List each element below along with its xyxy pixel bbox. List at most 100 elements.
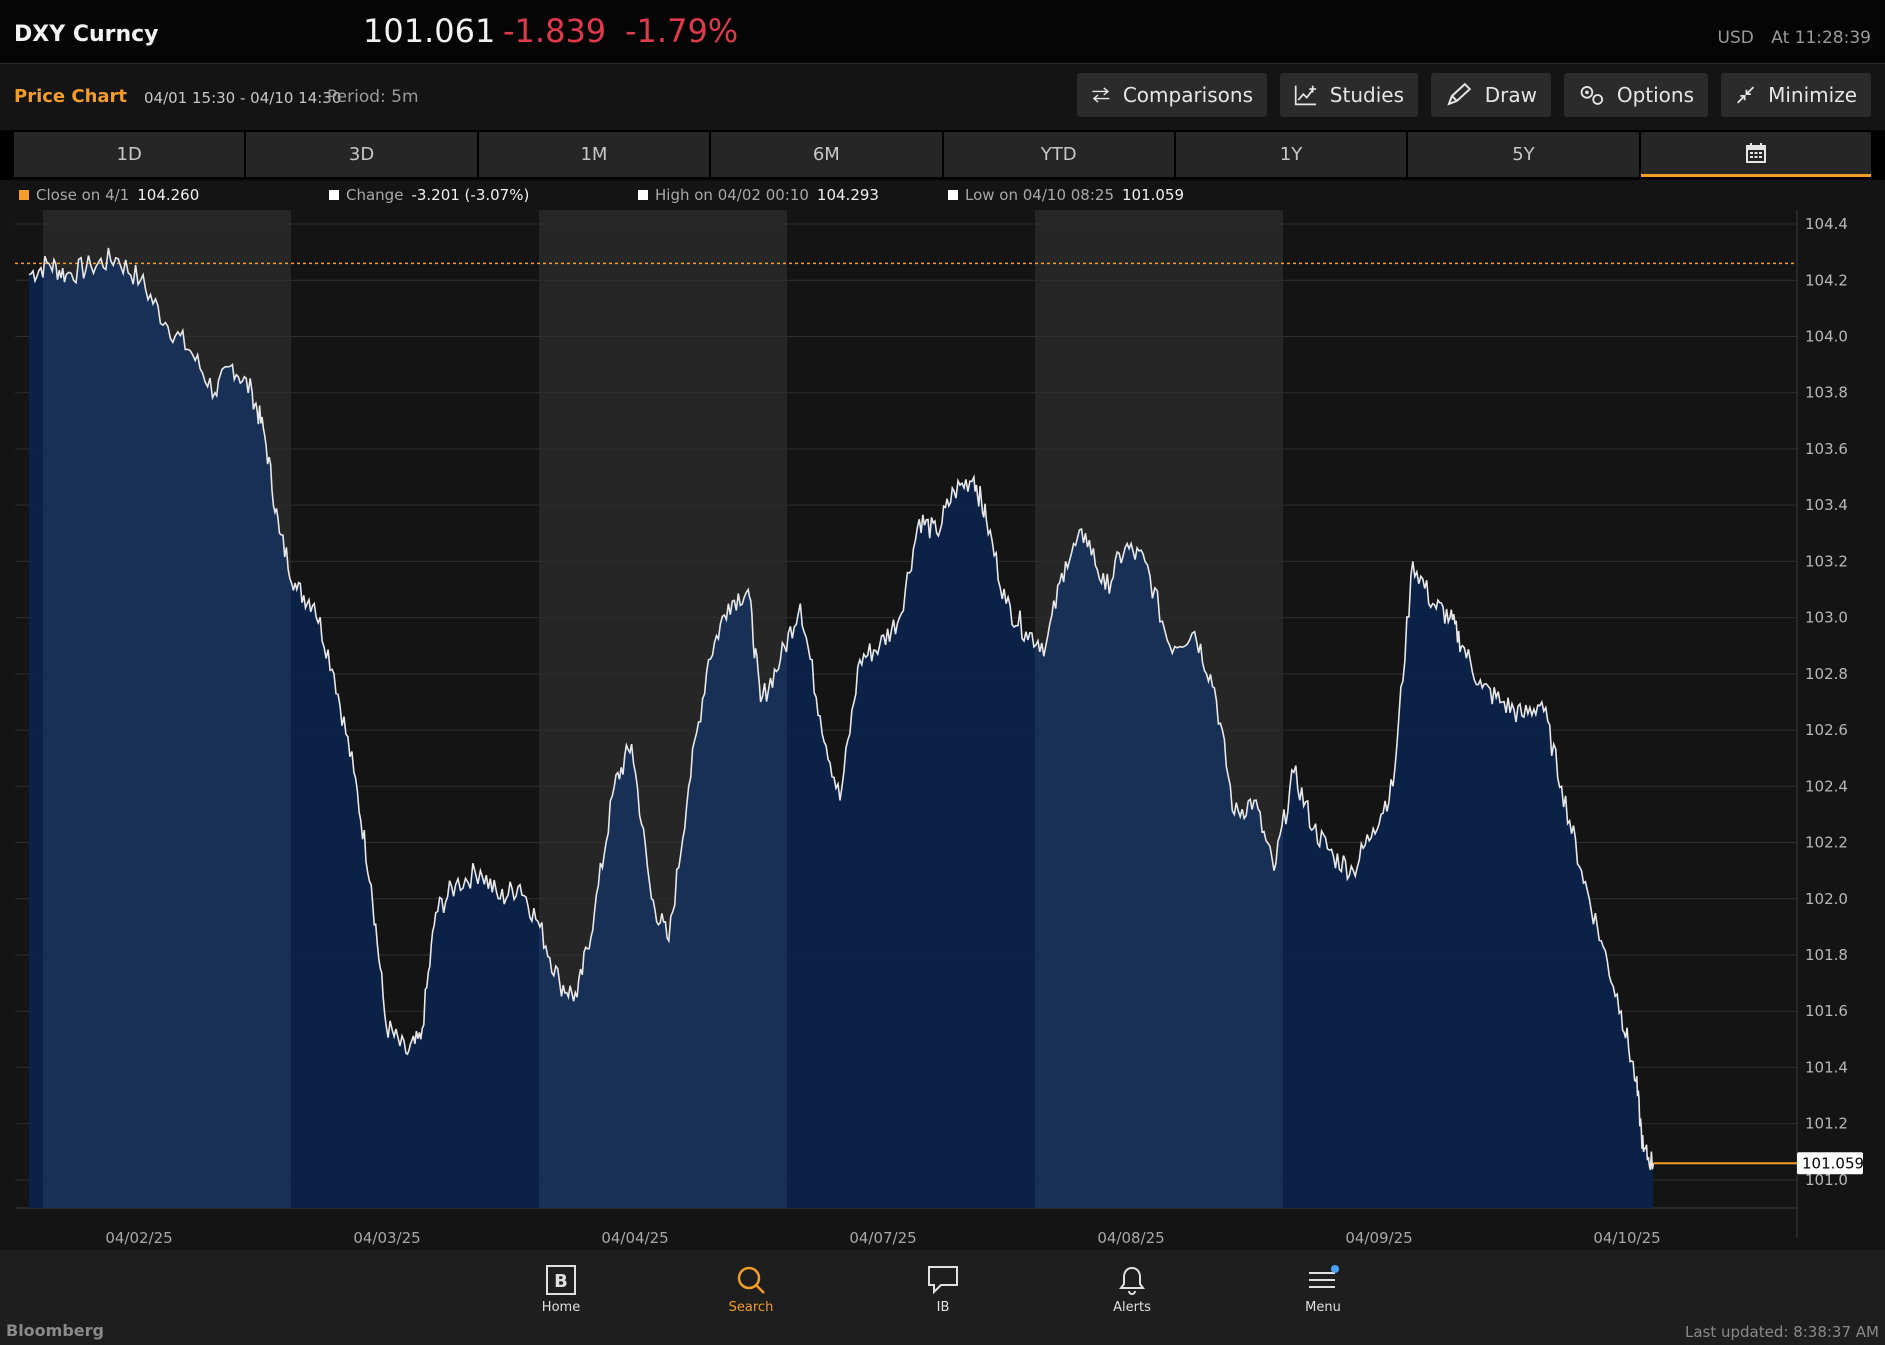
y-tick-label-8: 102.6	[1805, 721, 1848, 739]
nav-home-label: Home	[541, 1300, 581, 1315]
y-tick-label-11: 103.2	[1805, 552, 1848, 570]
y-tick-label-6: 102.2	[1805, 834, 1848, 852]
tab-ytd[interactable]: YTD	[943, 132, 1174, 177]
y-tick-label-14: 103.8	[1805, 384, 1848, 402]
comparisons-button[interactable]: Comparisons	[1077, 73, 1267, 117]
tab-custom-range[interactable]	[1640, 132, 1871, 177]
legend-change-label: Change	[346, 186, 404, 204]
y-tick-label-12: 103.4	[1805, 496, 1848, 514]
nav-alerts-label: Alerts	[1113, 1300, 1151, 1315]
studies-label: Studies	[1329, 83, 1404, 107]
timeframe-tabs: 1D 3D 1M 6M YTD 1Y 5Y	[14, 132, 1871, 177]
legend-close-swatch	[19, 190, 29, 200]
y-tick-label-13: 103.6	[1805, 440, 1848, 458]
currency-label: USD	[1717, 28, 1754, 48]
chart-legend: Close on 4/1 104.260 Change -3.201 (-3.0…	[0, 180, 1885, 210]
nav-search-label: Search	[728, 1300, 774, 1315]
tab-5y[interactable]: 5Y	[1408, 132, 1639, 177]
gears-icon	[1580, 86, 1604, 105]
legend-high-swatch	[638, 190, 648, 200]
nav-alerts[interactable]: Alerts	[1087, 1260, 1177, 1315]
legend-high-value: 104.293	[816, 186, 879, 204]
tab-6m[interactable]: 6M	[711, 132, 942, 177]
x-tick-label-1: 04/03/25	[353, 1229, 420, 1247]
nav-search[interactable]: Search	[706, 1260, 796, 1315]
y-tick-label-7: 102.4	[1805, 777, 1848, 795]
nav-menu[interactable]: Menu	[1278, 1260, 1368, 1315]
options-button[interactable]: Options	[1564, 73, 1708, 117]
search-icon	[737, 1266, 765, 1294]
x-axis: 04/02/25 04/03/25 04/04/25 04/07/25 04/08/25…	[105, 1229, 1660, 1247]
y-tick-label-10: 103.0	[1805, 609, 1848, 627]
y-tick-label-2: 101.4	[1805, 1058, 1848, 1076]
legend-change-swatch	[329, 190, 339, 200]
minimize-arrows-icon	[1737, 86, 1755, 104]
legend-change-value: -3.201 (-3.07%)	[411, 186, 530, 204]
y-tick-label-4: 101.8	[1805, 946, 1848, 964]
quote-header: DXY Curncy 101.061 -1.839 -1.79% USD At …	[0, 0, 1885, 64]
x-tick-label-5: 04/09/25	[1345, 1229, 1412, 1247]
y-tick-label-16: 104.2	[1805, 271, 1848, 289]
bloomberg-b-icon: B	[546, 1265, 576, 1295]
studies-button[interactable]: Studies	[1280, 73, 1418, 117]
nav-menu-label: Menu	[1305, 1300, 1341, 1315]
last-price-box-bg	[1797, 1152, 1863, 1175]
menu-icon	[1309, 1265, 1339, 1288]
legend-low-value: 101.059	[1121, 186, 1185, 204]
svg-text:B: B	[554, 1271, 568, 1292]
ticker-symbol: DXY Curncy	[14, 22, 159, 47]
y-tick-label-3: 101.6	[1805, 1002, 1848, 1020]
quote-time: At 11:28:39	[1771, 28, 1871, 48]
x-tick-label-2: 04/04/25	[601, 1229, 668, 1247]
legend-high: High on 04/02 00:10 104.293	[638, 186, 879, 204]
nav-home[interactable]: B Home	[516, 1260, 606, 1315]
options-label: Options	[1616, 83, 1694, 107]
tab-3d[interactable]: 3D	[246, 132, 477, 177]
comparisons-label: Comparisons	[1122, 83, 1253, 107]
tab-1d[interactable]: 1D	[14, 132, 245, 177]
legend-change: Change -3.201 (-3.07%)	[329, 186, 529, 204]
last-price: 101.061	[363, 12, 496, 50]
y-axis: 101.0 101.2 101.4 101.6 101.8 102.0 102.2 102.4…	[1805, 215, 1848, 1189]
x-tick-label-6: 04/10/25	[1593, 1229, 1660, 1247]
pencil-icon	[1447, 82, 1472, 106]
legend-close-label: Close on 4/1	[36, 186, 130, 204]
bell-icon	[1119, 1266, 1145, 1295]
brand-logo: Bloomberg	[6, 1321, 104, 1340]
quote-meta: USD At 11:28:39	[1718, 28, 1872, 48]
draw-label: Draw	[1484, 83, 1537, 107]
x-tick-label-4: 04/08/25	[1097, 1229, 1164, 1247]
price-line	[28, 247, 1655, 1171]
swap-arrows-icon	[1092, 87, 1110, 103]
price-chart[interactable]: 101.0 101.2 101.4 101.6 101.8 102.0 102.2 102.4…	[0, 210, 1885, 1250]
tab-1m[interactable]: 1M	[478, 132, 710, 177]
nav-ib-label: IB	[936, 1300, 950, 1315]
chart-toolbar: Price Chart 04/01 15:30 - 04/10 14:30 Pe…	[0, 64, 1885, 130]
last-updated: Last updated: 8:38:37 AM	[1684, 1323, 1879, 1341]
bottom-navigation: B Home Search IB Alerts Menu Bloomberg L…	[0, 1250, 1885, 1345]
y-tick-label-9: 102.8	[1805, 665, 1848, 683]
percent-change: -1.79%	[625, 12, 739, 50]
legend-close: Close on 4/1 104.260	[19, 186, 199, 204]
draw-button[interactable]: Draw	[1431, 73, 1551, 117]
net-change: -1.839	[503, 12, 607, 50]
tab-1y[interactable]: 1Y	[1175, 132, 1407, 177]
last-price-box-label: 101.059	[1802, 1154, 1864, 1172]
y-tick-label-5: 102.0	[1805, 890, 1848, 908]
calendar-icon	[1745, 143, 1766, 163]
shaded-band-0	[43, 248, 291, 1208]
y-tick-label-15: 104.0	[1805, 328, 1848, 346]
legend-close-value: 104.260	[137, 186, 200, 204]
legend-low: Low on 04/10 08:25 101.059	[948, 186, 1184, 204]
chart-title: Price Chart	[14, 86, 128, 107]
legend-low-label: Low on 04/10 08:25	[965, 186, 1114, 204]
nav-ib[interactable]: IB	[898, 1260, 988, 1315]
period-label: Period: 5m	[327, 87, 419, 107]
date-range: 04/01 15:30 - 04/10 14:30	[144, 89, 342, 107]
y-tick-label-1: 101.2	[1805, 1115, 1848, 1133]
last-price-box: 101.059	[1797, 1152, 1864, 1175]
minimize-label: Minimize	[1768, 83, 1857, 107]
chat-bubble-icon	[928, 1266, 958, 1295]
legend-high-label: High on 04/02 00:10	[655, 186, 809, 204]
minimize-button[interactable]: Minimize	[1721, 73, 1871, 117]
